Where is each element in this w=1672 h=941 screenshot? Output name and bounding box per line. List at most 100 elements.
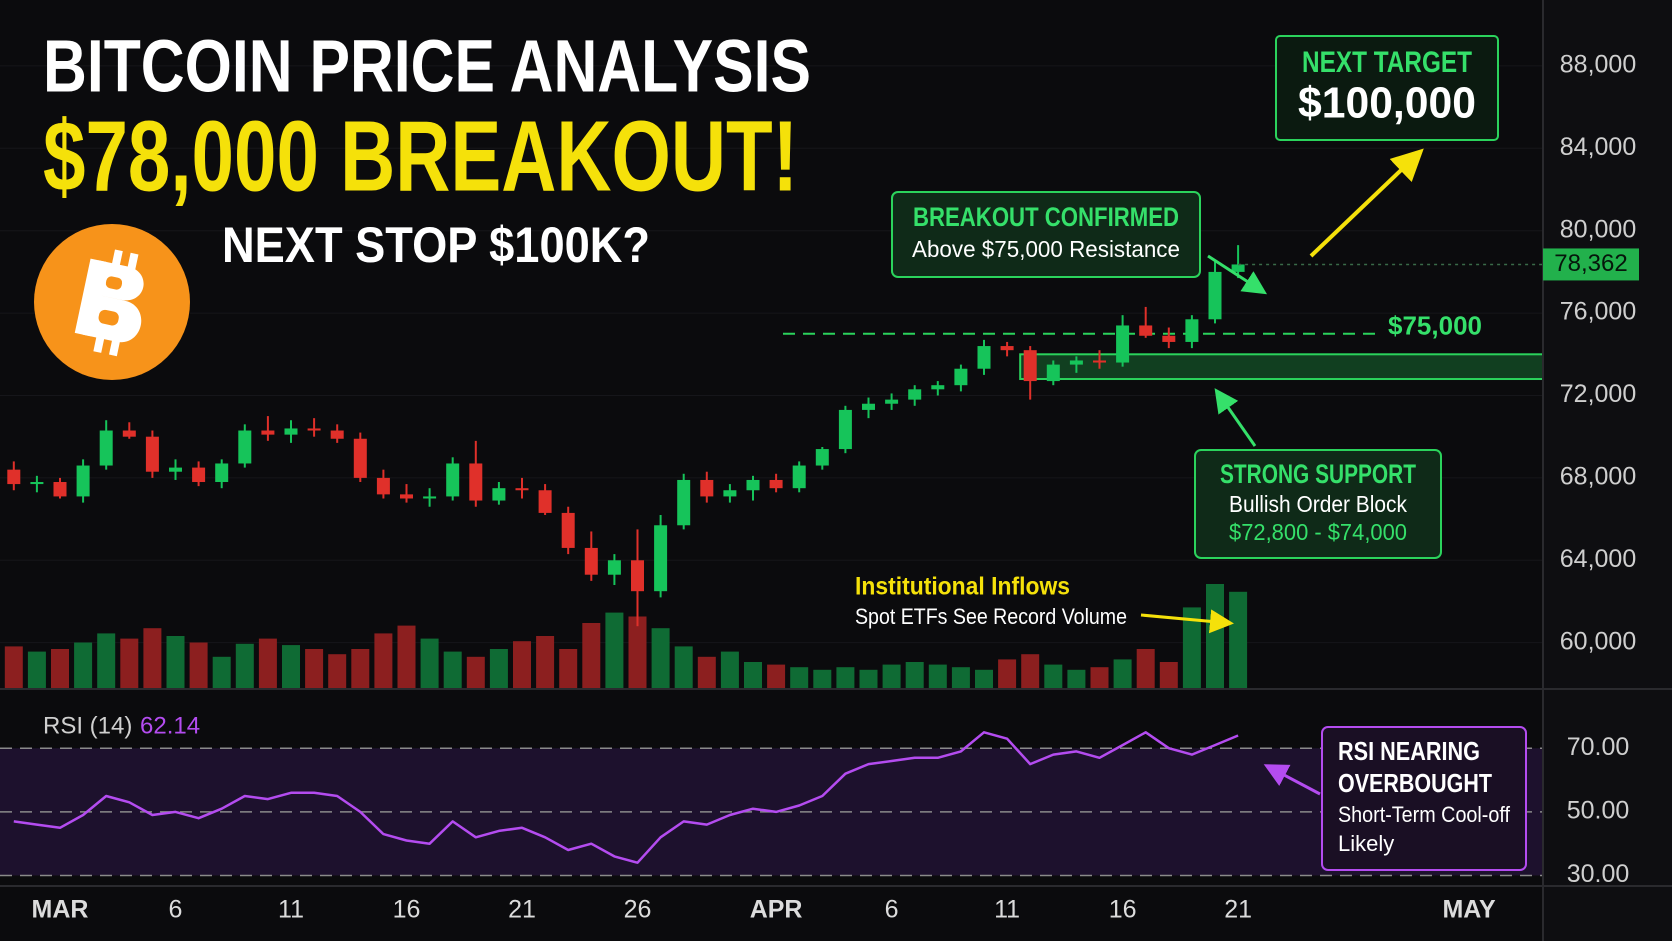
- candle-body: [862, 403, 875, 410]
- volume-bar: [744, 662, 762, 688]
- callout-range: $72,800 - $74,000: [1229, 519, 1407, 545]
- candle-body: [1231, 264, 1245, 272]
- volume-bar: [951, 667, 970, 688]
- volume-bar: [328, 654, 347, 688]
- volume-bar: [767, 664, 786, 688]
- callout-text: Spot ETFs See Record Volume: [855, 604, 1127, 629]
- callout-title: STRONG SUPPORT: [1220, 459, 1416, 489]
- x-tick-label: 16: [1109, 896, 1137, 924]
- y-tick-label: 88,000: [1560, 51, 1636, 79]
- candle-body: [169, 467, 182, 472]
- candle-body: [792, 465, 806, 489]
- candle-body: [908, 389, 922, 400]
- callout-title: BREAKOUT CONFIRMED: [913, 202, 1179, 232]
- candle-body: [492, 488, 506, 501]
- candle-body: [215, 463, 229, 483]
- candle-body: [746, 479, 760, 491]
- y-tick-label: 60,000: [1560, 627, 1636, 655]
- volume-bar: [605, 612, 624, 688]
- volume-bar: [697, 656, 716, 688]
- candle-body: [561, 512, 575, 548]
- candle-body: [1000, 346, 1014, 351]
- volume-bar: [282, 645, 300, 688]
- x-tick-label: 11: [994, 896, 1020, 924]
- volume-bar: [790, 667, 809, 688]
- y-tick-label: 68,000: [1560, 463, 1636, 491]
- callout-title: OVERBOUGHT: [1338, 768, 1492, 798]
- candle-body: [99, 430, 113, 466]
- headline: $78,000 BREAKOUT!: [43, 100, 798, 212]
- callout-title: Institutional Inflows: [855, 573, 1070, 601]
- volume-bar: [975, 669, 993, 688]
- candle-body: [307, 428, 321, 431]
- y-tick-label: 80,000: [1560, 215, 1636, 243]
- volume-bar: [27, 651, 46, 688]
- volume-bar: [1044, 664, 1063, 688]
- candle-body: [954, 368, 968, 386]
- volume-bar: [120, 638, 139, 688]
- volume-bar: [651, 628, 670, 688]
- rsi-callout: RSI NEARING OVERBOUGHT Short-Term Cool-o…: [1263, 726, 1527, 871]
- volume-bar: [628, 616, 647, 688]
- candle-body: [469, 463, 483, 501]
- candle-body: [815, 449, 829, 466]
- volume-bar: [720, 651, 739, 688]
- callout-text: Above $75,000 Resistance: [912, 236, 1180, 262]
- volume-bar: [836, 667, 855, 688]
- volume-bar: [928, 664, 947, 688]
- candle-body: [30, 482, 44, 485]
- x-tick-label: 6: [885, 896, 899, 924]
- x-tick-label: APR: [750, 896, 803, 924]
- candle-body: [376, 477, 390, 495]
- volume-bar: [813, 669, 832, 688]
- support-callout: STRONG SUPPORT Bullish Order Block $72,8…: [1194, 388, 1442, 559]
- candle-body: [122, 430, 136, 437]
- rsi-title: RSI (14): [43, 712, 132, 739]
- y-tick-label: 70.00: [1567, 733, 1630, 761]
- candle-body: [261, 430, 275, 435]
- candle-body: [192, 467, 206, 483]
- candle-body: [1093, 360, 1106, 363]
- candle-body: [723, 490, 737, 497]
- volume-bar: [97, 633, 116, 688]
- y-tick-label: 84,000: [1560, 133, 1636, 161]
- candle-body: [423, 496, 437, 499]
- candle-body: [607, 560, 621, 575]
- title: BITCOIN PRICE ANALYSIS: [43, 25, 811, 108]
- candle-body: [631, 560, 644, 592]
- candle-body: [769, 479, 783, 489]
- rsi-line: [13, 731, 1239, 864]
- candle-body: [1046, 364, 1060, 382]
- volume-bar: [859, 669, 878, 688]
- volume-bar: [1113, 659, 1132, 688]
- candle-body: [700, 479, 714, 497]
- callout-text: Short-Term Cool-off: [1338, 802, 1511, 827]
- volume-bar: [674, 646, 693, 688]
- candle-body: [53, 482, 67, 497]
- volume-bar: [1229, 591, 1248, 688]
- volume-bar: [1090, 667, 1109, 688]
- candle-body: [931, 385, 945, 390]
- volume-bar: [466, 656, 485, 688]
- candle-body: [1139, 325, 1153, 336]
- volume-bar: [305, 649, 324, 688]
- x-tick-label: 11: [278, 896, 304, 924]
- callout-text: $100,000: [1298, 79, 1476, 128]
- volume-bar: [513, 641, 531, 688]
- rsi-value: 62.14: [140, 712, 200, 739]
- volume-bar: [258, 638, 277, 688]
- bitcoin-logo: [34, 224, 190, 380]
- volume-bar: [1159, 662, 1178, 688]
- candle-body: [238, 430, 252, 464]
- callout-title: RSI NEARING: [1338, 736, 1480, 766]
- volume-bar: [582, 623, 601, 688]
- candle-body: [1023, 350, 1037, 382]
- y-tick-label: 30.00: [1567, 860, 1630, 888]
- resistance-label: $75,000: [1388, 311, 1482, 341]
- volume-bar: [1206, 584, 1224, 688]
- price-tag: [1543, 248, 1639, 281]
- candle-body: [446, 463, 460, 497]
- candle-body: [538, 490, 552, 513]
- y-tick-label: 64,000: [1560, 545, 1636, 573]
